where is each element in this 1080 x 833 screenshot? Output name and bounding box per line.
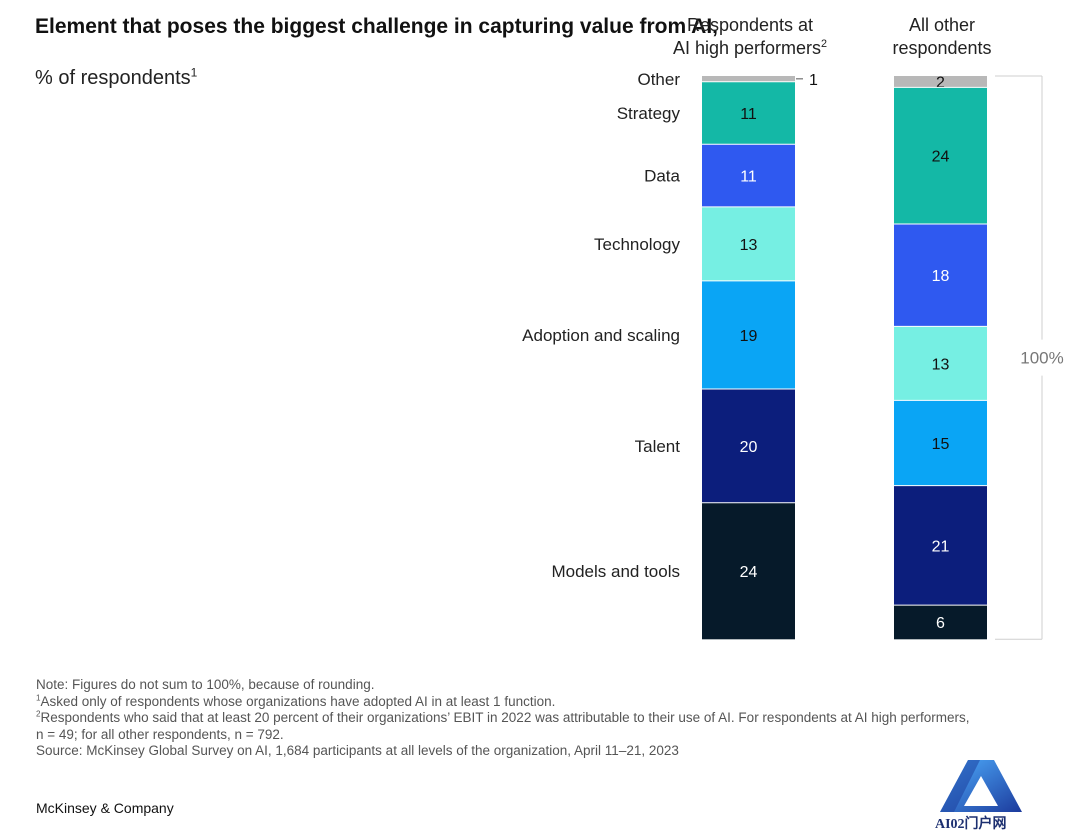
- chart-subtitle: % of respondents1: [35, 66, 197, 90]
- value-label: 11: [740, 106, 757, 123]
- column-header-line1: All other: [908, 15, 976, 35]
- footnote-line: 2Respondents who said that at least 20 p…: [36, 710, 1071, 727]
- footnotes: Note: Figures do not sum to 100%, becaus…: [36, 677, 1071, 760]
- footnote-text: Asked only of respondents whose organiza…: [40, 693, 556, 709]
- watermark-logo-icon: [940, 760, 1022, 812]
- column-header-line2-wrap: AI high performers2: [650, 37, 850, 60]
- footnote-line: Note: Figures do not sum to 100%, becaus…: [36, 677, 1071, 694]
- column-header-footnote: 2: [821, 38, 828, 50]
- bar-segment-technology: [894, 326, 987, 401]
- footnote-text: Source: McKinsey Global Survey on AI, 1,…: [36, 743, 679, 758]
- category-label-models-and-tools: Models and tools: [551, 562, 680, 581]
- column-header-all-other: All other respondents: [852, 14, 1032, 60]
- footnote-text: Note: Figures do not sum to 100%, becaus…: [36, 677, 375, 692]
- category-label-talent: Talent: [635, 437, 681, 456]
- column-header-line1: Respondents at: [686, 15, 814, 35]
- chart-subtitle-text: % of respondents: [35, 67, 191, 89]
- value-label: 18: [932, 268, 950, 285]
- bar-segment-other: [702, 76, 795, 82]
- category-label-strategy: Strategy: [617, 104, 681, 123]
- bar-segment-data: [894, 223, 987, 327]
- bar-segment-adoption-and-scaling: [702, 280, 795, 389]
- category-label-other: Other: [637, 70, 680, 89]
- value-label: 11: [740, 169, 757, 186]
- value-label: 13: [740, 237, 758, 254]
- bar-segment-talent: [702, 388, 795, 503]
- footnote-line: Source: McKinsey Global Survey on AI, 1,…: [36, 743, 1071, 760]
- stacked-bar-chart: 1 Other 11 Strategy 11 Data 13 Technology 19 Adop…: [522, 70, 1064, 640]
- bar-segment-models-and-tools: [894, 605, 987, 640]
- bar-segment-data: [702, 144, 795, 207]
- column-header-line2: respondents: [892, 38, 992, 58]
- value-label: 6: [936, 615, 945, 632]
- value-label: 2: [936, 75, 945, 92]
- chart-title: Element that poses the biggest challenge…: [35, 14, 718, 40]
- value-label: 15: [932, 436, 950, 453]
- column-header-line2: AI high performers: [672, 38, 822, 58]
- footnote-text: n = 49; for all other respondents, n = 7…: [36, 726, 284, 742]
- category-label-adoption-and-scaling: Adoption and scaling: [522, 326, 680, 345]
- value-label: 21: [932, 538, 950, 555]
- bar-segment-strategy: [894, 87, 987, 224]
- footnote-text: Respondents who said that at least 20 pe…: [40, 710, 970, 725]
- footnote-line: n = 49; for all other respondents, n = 7…: [36, 727, 1071, 744]
- value-label: 20: [740, 439, 758, 456]
- value-label: 1: [809, 72, 818, 89]
- value-label: 24: [740, 564, 758, 581]
- bar-segment-models-and-tools: [702, 502, 795, 640]
- category-label-data: Data: [644, 167, 680, 186]
- bar-segment-technology: [702, 206, 795, 281]
- bar-segment-talent: [894, 485, 987, 606]
- value-label: 13: [932, 356, 950, 373]
- watermark-text: AI02门户网: [935, 817, 1007, 832]
- footnote-marker: 1: [36, 693, 41, 702]
- total-label: 100%: [1020, 349, 1063, 368]
- footnote-line: 1Asked only of respondents whose organiz…: [36, 693, 1071, 711]
- footnote-marker: 2: [36, 709, 41, 719]
- subtitle-footnote: 1: [190, 65, 198, 80]
- column-header-high-performers: Respondents at AI high performers2: [650, 14, 850, 60]
- category-label-technology: Technology: [594, 235, 681, 254]
- brand-name: McKinsey & Company: [36, 800, 174, 816]
- bar-segment-strategy: [702, 81, 795, 145]
- value-label: 24: [932, 149, 950, 166]
- chart-title-text: Element that poses the biggest challenge…: [35, 15, 719, 38]
- bar-segment-adoption-and-scaling: [894, 400, 987, 486]
- bar-segment-other: [894, 76, 987, 88]
- value-label: 19: [740, 328, 758, 345]
